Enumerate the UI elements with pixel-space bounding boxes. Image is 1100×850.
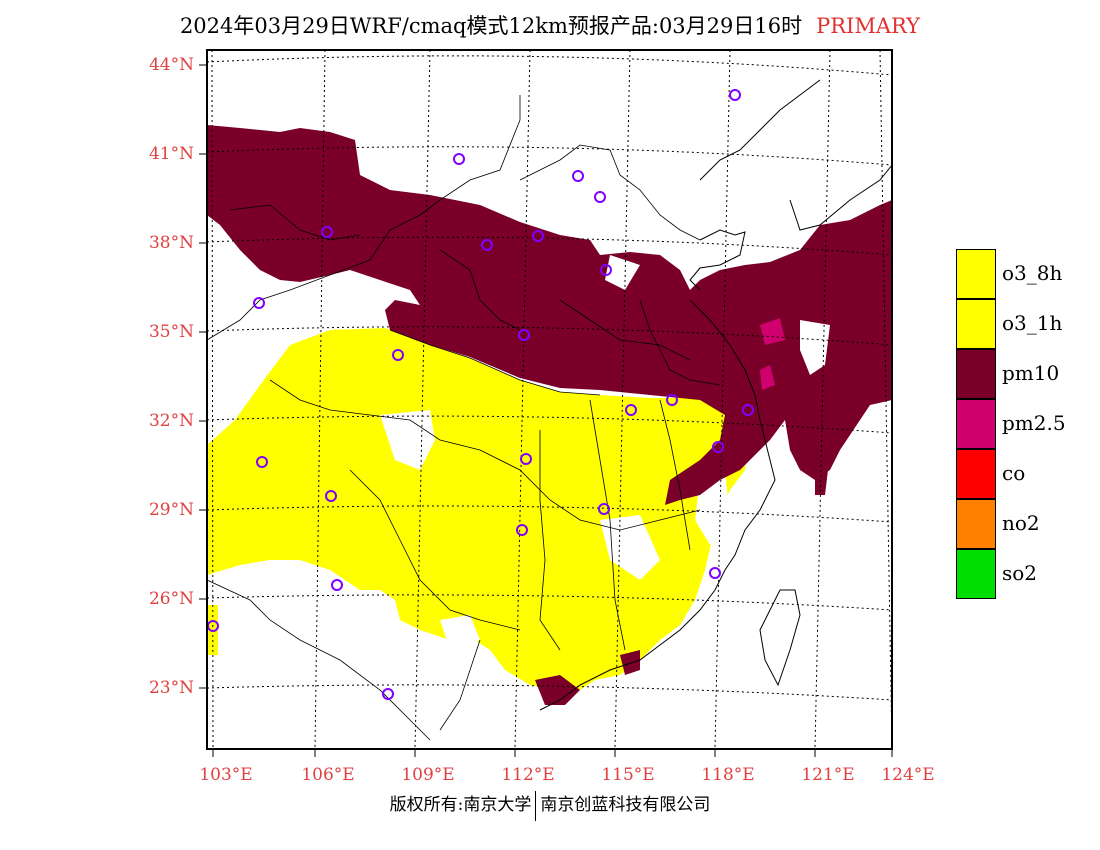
circle-marker-icon bbox=[392, 349, 404, 361]
legend-item-co: co bbox=[956, 449, 1100, 499]
pm10-region bbox=[207, 125, 892, 505]
o3-gap-2 bbox=[600, 515, 660, 580]
map-frame bbox=[206, 49, 893, 750]
boundaries bbox=[207, 95, 721, 741]
pm10-south-patch bbox=[535, 675, 580, 705]
legend-swatch bbox=[956, 499, 996, 549]
circle-marker-icon bbox=[598, 503, 610, 515]
legend-swatch bbox=[956, 349, 996, 399]
graticule bbox=[207, 50, 892, 749]
copyright-left: 版权所有:南京大学 bbox=[389, 795, 532, 815]
circle-marker-icon bbox=[481, 239, 493, 251]
lat-label-35n: 35°N bbox=[148, 322, 194, 342]
copyright-right: 南京创蓝科技有限公司 bbox=[540, 795, 711, 815]
circle-marker-icon bbox=[331, 579, 343, 591]
lon-label-124e: 124°E bbox=[881, 765, 935, 785]
legend-item-no2: no2 bbox=[956, 499, 1100, 549]
title-text: 2024年03月29日WRF/cmaq模式12km预报产品:03月29日16时 bbox=[179, 14, 803, 38]
circle-marker-icon bbox=[532, 230, 544, 242]
legend-swatch bbox=[956, 549, 996, 599]
circle-marker-icon bbox=[742, 404, 754, 416]
legend-swatch bbox=[956, 249, 996, 299]
lon-label-118e: 118°E bbox=[701, 765, 755, 785]
pm25-region bbox=[760, 318, 785, 345]
footer-divider bbox=[535, 790, 537, 821]
pm10-gap-east bbox=[800, 320, 830, 375]
circle-marker-icon bbox=[516, 524, 528, 536]
legend-swatch bbox=[956, 399, 996, 449]
pm10-east-sea-patch bbox=[815, 470, 828, 495]
circle-marker-icon bbox=[256, 456, 268, 468]
coastline bbox=[539, 79, 892, 711]
circle-marker-icon bbox=[325, 490, 337, 502]
pm10-coast-patch bbox=[620, 650, 640, 675]
circle-marker-icon bbox=[594, 191, 606, 203]
primary-tag: PRIMARY bbox=[816, 14, 921, 38]
circle-marker-icon bbox=[382, 688, 394, 700]
lon-label-121e: 121°E bbox=[801, 765, 855, 785]
lon-label-112e: 112°E bbox=[501, 765, 555, 785]
legend-label: co bbox=[1002, 461, 1026, 485]
circle-marker-icon bbox=[709, 567, 721, 579]
legend-item-o3-1h: o3_1h bbox=[956, 299, 1100, 349]
legend-item-pm25: pm2.5 bbox=[956, 399, 1100, 449]
legend-label: so2 bbox=[1002, 561, 1038, 585]
station-markers bbox=[207, 89, 754, 700]
lat-label-29n: 29°N bbox=[148, 500, 194, 520]
lat-label-32n: 32°N bbox=[148, 411, 194, 431]
circle-marker-icon bbox=[321, 226, 333, 238]
lat-label-38n: 38°N bbox=[148, 233, 194, 253]
circle-marker-icon bbox=[600, 264, 612, 276]
legend-swatch bbox=[956, 449, 996, 499]
copyright-footer: 版权所有:南京大学 南京创蓝科技有限公司 bbox=[0, 790, 1100, 821]
lon-label-109e: 109°E bbox=[401, 765, 455, 785]
legend-swatch bbox=[956, 299, 996, 349]
pm10-gap-north bbox=[605, 255, 640, 290]
legend-label: pm2.5 bbox=[1002, 411, 1066, 435]
legend-item-o3-8h: o3_8h bbox=[956, 249, 1100, 299]
circle-marker-icon bbox=[520, 453, 532, 465]
lon-label-103e: 103°E bbox=[199, 765, 253, 785]
pm25-region-2 bbox=[760, 365, 775, 390]
circle-marker-icon bbox=[518, 329, 530, 341]
lat-label-23n: 23°N bbox=[148, 678, 194, 698]
legend-item-so2: so2 bbox=[956, 549, 1100, 599]
lon-label-115e: 115°E bbox=[601, 765, 655, 785]
circle-marker-icon bbox=[572, 170, 584, 182]
axis-ticks bbox=[199, 64, 893, 757]
circle-marker-icon bbox=[253, 297, 265, 309]
lat-label-41n: 41°N bbox=[148, 144, 194, 164]
legend-label: pm10 bbox=[1002, 361, 1060, 385]
lat-label-26n: 26°N bbox=[148, 589, 194, 609]
map-title: 2024年03月29日WRF/cmaq模式12km预报产品:03月29日16时 P… bbox=[0, 10, 1100, 40]
circle-marker-icon bbox=[666, 394, 678, 406]
circle-marker-icon bbox=[729, 89, 741, 101]
lat-label-44n: 44°N bbox=[148, 55, 194, 75]
circle-marker-icon bbox=[453, 153, 465, 165]
legend-label: o3_1h bbox=[1002, 311, 1063, 335]
lon-label-106e: 106°E bbox=[301, 765, 355, 785]
map-layers bbox=[207, 50, 892, 749]
circle-marker-icon bbox=[712, 441, 724, 453]
legend-item-pm10: pm10 bbox=[956, 349, 1100, 399]
legend-label: no2 bbox=[1002, 511, 1040, 535]
o3-gap-4 bbox=[440, 615, 480, 650]
legend-label: o3_8h bbox=[1002, 261, 1063, 285]
circle-marker-icon bbox=[625, 404, 637, 416]
